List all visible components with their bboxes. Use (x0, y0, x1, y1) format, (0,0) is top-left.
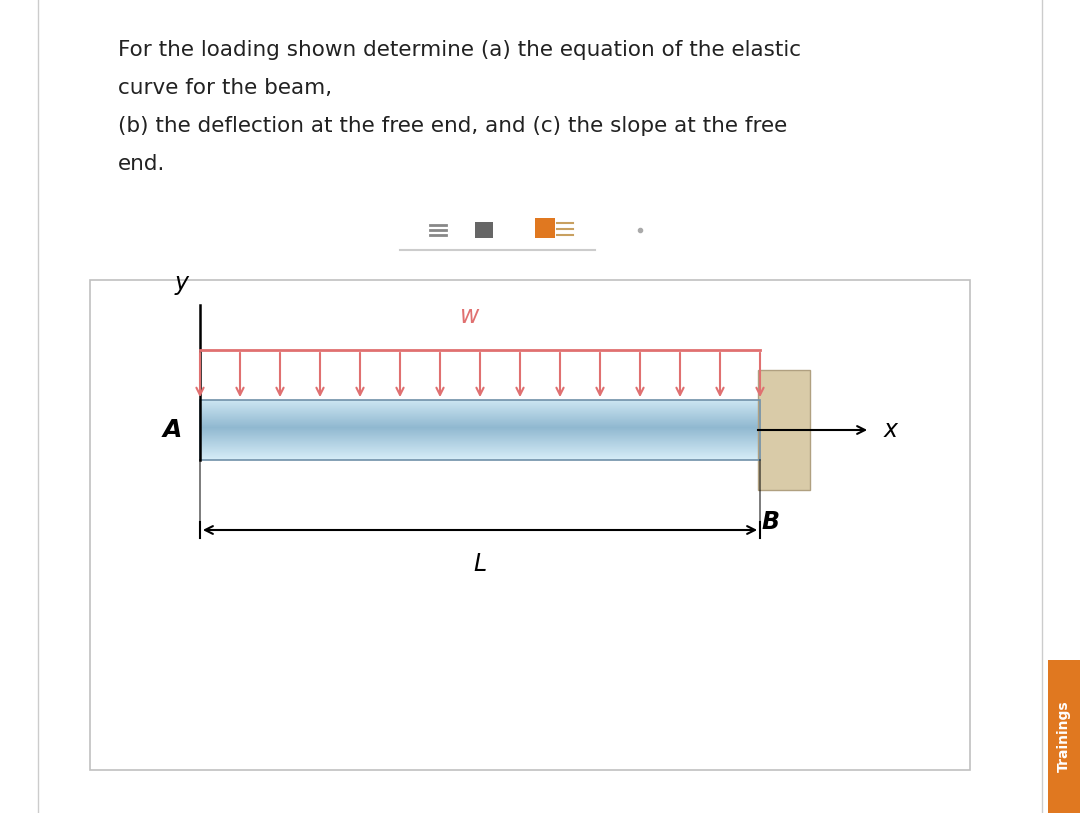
Bar (200, 429, 760, 430)
Bar (200, 443, 760, 444)
Bar (200, 425, 760, 426)
Bar (200, 404, 760, 405)
Bar (200, 417, 760, 418)
Bar (535, 218, 555, 238)
Bar (200, 452, 760, 453)
Bar (200, 400, 760, 401)
Bar (200, 439, 760, 440)
Bar (200, 441, 760, 442)
Bar (90, 280, 970, 770)
Bar (200, 434, 760, 435)
Bar (200, 453, 760, 454)
Bar (200, 422, 760, 423)
Bar (200, 415, 760, 416)
Bar (200, 430, 760, 431)
Bar (200, 442, 760, 443)
Bar (200, 403, 760, 404)
Bar (200, 458, 760, 459)
Bar (200, 405, 760, 406)
Bar (200, 448, 760, 449)
Bar (200, 446, 760, 447)
Bar (200, 454, 760, 455)
Bar (200, 406, 760, 407)
Text: L: L (473, 552, 487, 576)
Bar (200, 410, 760, 411)
Bar (200, 451, 760, 452)
Bar (200, 437, 760, 438)
Text: w: w (460, 304, 480, 328)
Bar (200, 411, 760, 412)
Bar (200, 450, 760, 451)
Bar (200, 414, 760, 415)
Bar (200, 438, 760, 439)
Bar (758, 370, 810, 490)
Bar (200, 419, 760, 420)
Bar (200, 421, 760, 422)
Bar (200, 400, 760, 460)
Bar (200, 427, 760, 428)
Bar (1048, 660, 1080, 813)
Bar (200, 433, 760, 434)
Bar (200, 416, 760, 417)
Bar (200, 445, 760, 446)
Bar (200, 412, 760, 413)
Text: x: x (885, 418, 897, 442)
Text: B: B (762, 510, 780, 534)
Bar (200, 413, 760, 414)
Bar (200, 457, 760, 458)
Bar (200, 409, 760, 410)
Bar (200, 407, 760, 408)
Bar (200, 428, 760, 429)
Text: A: A (163, 418, 183, 442)
Bar (200, 401, 760, 402)
Bar (200, 456, 760, 457)
Bar (200, 440, 760, 441)
Bar (200, 459, 760, 460)
Bar (200, 444, 760, 445)
Bar (200, 435, 760, 436)
Bar (200, 418, 760, 419)
Text: For the loading shown determine (a) the equation of the elastic: For the loading shown determine (a) the … (118, 40, 801, 60)
Text: (b) the deflection at the free end, and (c) the slope at the free: (b) the deflection at the free end, and … (118, 116, 787, 136)
Text: curve for the beam,: curve for the beam, (118, 78, 333, 98)
Text: Trainings: Trainings (1057, 701, 1071, 772)
Bar (200, 449, 760, 450)
Bar (200, 423, 760, 424)
Bar (200, 402, 760, 403)
Text: end.: end. (118, 154, 165, 174)
Bar (200, 432, 760, 433)
Bar (200, 447, 760, 448)
Bar (200, 408, 760, 409)
Bar (200, 431, 760, 432)
Bar (200, 424, 760, 425)
Bar (200, 436, 760, 437)
Text: y: y (175, 271, 189, 295)
Bar (200, 455, 760, 456)
Bar (200, 420, 760, 421)
Bar (200, 426, 760, 427)
Bar (475, 222, 492, 238)
